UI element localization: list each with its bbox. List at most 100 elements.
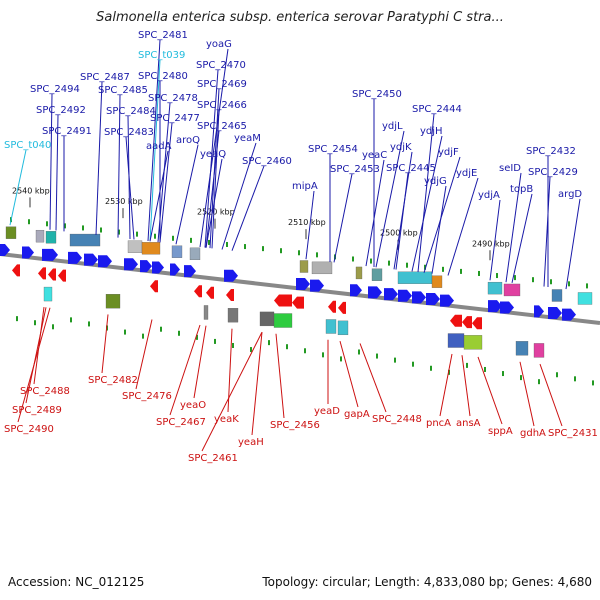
label-leader-line <box>423 156 461 273</box>
gene-label-bottom: SPC_2467 <box>156 417 206 428</box>
label-leader-line <box>125 136 135 240</box>
reverse-gene-arrow <box>48 268 56 281</box>
reverse-gene-arrow <box>462 316 472 329</box>
feature-box <box>105 294 121 309</box>
feature-box <box>259 311 275 327</box>
feature-box <box>503 283 521 297</box>
label-leader-line <box>251 332 263 436</box>
label-leader-line <box>95 81 103 236</box>
gene-label-top: seID <box>499 163 521 174</box>
label-leader-line <box>539 363 563 427</box>
reverse-gene-arrow <box>472 317 482 330</box>
tick-label: 2510 kbp <box>288 218 326 227</box>
gene-label-bottom: yeaK <box>214 414 239 425</box>
gene-label-top: SPC_2460 <box>242 156 292 167</box>
position-dash <box>496 273 498 279</box>
position-dash <box>196 334 198 340</box>
forward-gene-arrow <box>84 253 98 266</box>
label-leader-line <box>159 122 173 243</box>
position-dash <box>88 321 90 327</box>
position-dash <box>388 260 390 266</box>
gene-label-bottom: SPC_2456 <box>270 420 320 431</box>
gene-label-top: SPC_2494 <box>30 84 80 95</box>
label-leader-line <box>505 172 522 283</box>
forward-gene-arrow <box>68 251 82 264</box>
position-dash <box>406 262 408 268</box>
reverse-gene-arrow <box>194 285 202 298</box>
reverse-gene-arrow <box>274 294 292 307</box>
position-dash <box>502 371 504 377</box>
topology-text: Topology: circular; Length: 4,833,080 bp… <box>262 575 592 589</box>
gene-label-top: SPC_2487 <box>80 72 130 83</box>
gene-label-bottom: sppA <box>488 426 513 437</box>
label-leader-line <box>147 39 161 242</box>
forward-gene-arrow <box>0 244 10 256</box>
gene-label-top: SPC_2480 <box>138 71 188 82</box>
label-leader-line <box>221 142 257 250</box>
position-dash <box>448 369 450 375</box>
feature-box <box>203 305 209 320</box>
forward-gene-arrow <box>440 294 454 307</box>
gene-label-top: SPC_2483 <box>104 127 154 138</box>
reverse-gene-arrow <box>38 267 46 280</box>
forward-gene-arrow <box>98 255 112 268</box>
forward-gene-arrow <box>224 269 238 282</box>
forward-gene-arrow <box>398 289 412 302</box>
label-leader-line <box>461 355 471 417</box>
position-dash <box>52 324 54 330</box>
position-dash <box>214 338 216 344</box>
gene-label-top: SPC_2432 <box>526 146 576 157</box>
feature-box <box>273 313 293 328</box>
position-dash <box>208 239 210 245</box>
tick-label: 2490 kbp <box>472 239 510 248</box>
feature-box <box>43 286 53 302</box>
position-dash <box>190 237 192 243</box>
label-leader-line <box>231 165 265 251</box>
gene-label-top: SPC_2454 <box>308 144 358 155</box>
forward-gene-arrow <box>562 308 576 321</box>
tick-label: 2520 kbp <box>197 208 235 217</box>
position-dash <box>136 231 138 237</box>
reverse-gene-arrow <box>58 269 66 282</box>
reverse-gene-arrow <box>338 301 346 314</box>
gene-label-top: aroQ <box>176 135 200 146</box>
feature-box <box>431 275 443 288</box>
label-leader-line <box>9 149 27 226</box>
reverse-gene-arrow <box>206 286 214 299</box>
position-dash <box>28 219 30 225</box>
label-leader-line <box>149 150 169 242</box>
reverse-gene-arrow <box>328 300 336 313</box>
position-dash <box>430 365 432 371</box>
gene-label-bottom: yeaD <box>314 406 340 417</box>
label-leader-line <box>489 199 501 281</box>
position-dash <box>532 277 534 283</box>
position-dash <box>412 361 414 367</box>
label-leader-line <box>227 328 233 413</box>
forward-gene-arrow <box>488 300 502 313</box>
gene-label-top: SPC_2445 <box>386 163 436 174</box>
feature-box <box>311 261 333 275</box>
gene-label-top: SPC_2481 <box>138 30 188 41</box>
gene-label-top: yeaM <box>234 133 261 144</box>
label-leader-line <box>447 177 479 276</box>
label-leader-line <box>417 113 435 273</box>
position-dash <box>262 246 264 252</box>
gene-label-bottom: gapA <box>344 409 370 420</box>
forward-gene-arrow <box>296 278 310 291</box>
position-dash <box>460 268 462 274</box>
gene-label-top: SPC_2470 <box>196 60 246 71</box>
position-dash <box>286 344 288 350</box>
feature-box <box>141 242 161 255</box>
gene-label-top: SPC_2429 <box>528 167 578 178</box>
position-dash <box>64 223 66 229</box>
label-leader-line <box>193 325 207 399</box>
label-leader-line <box>49 93 53 230</box>
label-leader-line <box>305 190 315 260</box>
label-leader-line <box>339 340 359 408</box>
position-dash <box>178 330 180 336</box>
position-dash <box>70 317 72 323</box>
position-dash <box>118 229 120 235</box>
position-dash <box>424 264 426 270</box>
gene-label-top: yeaQ <box>200 149 226 160</box>
